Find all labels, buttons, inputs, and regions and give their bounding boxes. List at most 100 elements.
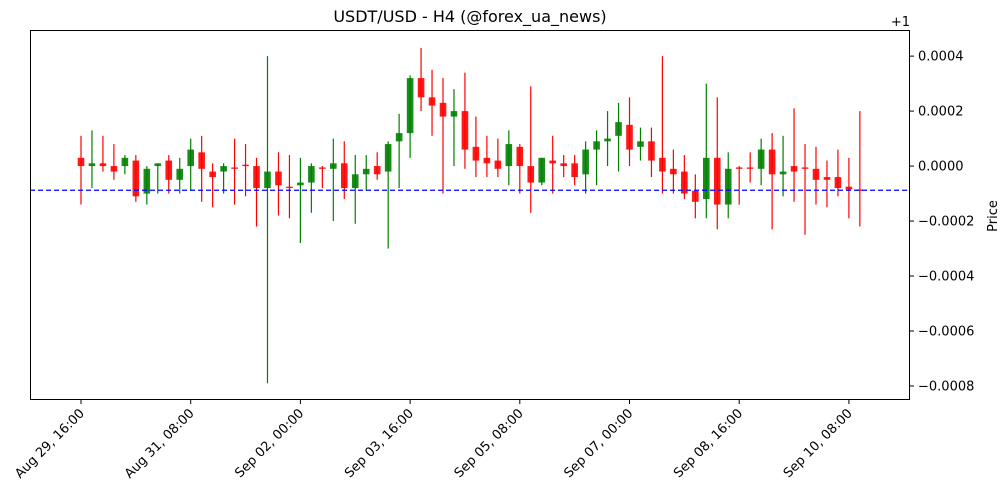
x-axis: Aug 29, 16:00 Aug 31, 08:00 Sep 02, 00:00 S… [12,400,856,482]
candle [779,135,787,197]
plot-frame [30,30,910,400]
candle [812,146,820,205]
candles [77,47,864,384]
candle-body [154,163,162,167]
candle [713,97,721,230]
candle [615,102,622,172]
candle-body [823,177,831,180]
candle-body [275,171,282,186]
candle-body [483,157,491,164]
candle [494,138,502,178]
candle-body [746,167,754,169]
candle-body [384,144,392,172]
candle [297,157,304,244]
candle [340,141,348,200]
candle [571,155,578,186]
candle [209,163,216,208]
candle-body [110,166,118,172]
candle [132,155,140,202]
candle [692,174,699,219]
x-tick-label: Sep 08, 16:00 [671,406,746,481]
candle-body [176,168,184,180]
candle-body [560,163,567,167]
candle [746,152,754,183]
candle-body [428,97,436,106]
candle-body [801,167,809,169]
candle-body [417,78,425,98]
candle [264,56,271,384]
candle-body [856,189,864,191]
candle-body [264,171,271,189]
candle [483,135,491,178]
candle-body [790,166,798,172]
candle-body [615,122,622,136]
candle-body [461,111,469,150]
x-tick-label: Sep 02, 00:00 [232,406,307,481]
y-offset-label: +1 [891,15,910,30]
candle [790,108,798,202]
candle [450,89,458,167]
candle-body [319,167,326,169]
candle-body [121,157,129,167]
candle-body [648,141,655,161]
candle-body [516,146,524,167]
candle [319,166,326,189]
candle [143,166,151,205]
candle [330,138,337,222]
candle [856,111,864,227]
candle [165,155,173,194]
y-tick-label: 0.0004 [918,50,964,65]
candle [637,127,644,161]
candle-body [472,146,480,161]
candle [735,166,743,205]
candle-body [253,166,260,189]
candle [99,135,107,172]
candle-body [395,133,403,142]
candle [593,130,600,186]
candle [724,152,732,219]
candle-body [604,138,611,142]
candle [417,47,425,112]
candle-body [330,163,337,169]
candle-body [659,157,666,172]
y-tick-label: −0.0002 [918,215,974,230]
candle-body [779,171,787,175]
candle [154,163,162,194]
candle [198,135,205,202]
candle-body [692,190,699,202]
candle-body [834,177,842,189]
y-tick-label: −0.0004 [918,270,974,285]
candle [505,130,513,186]
candle [77,135,85,205]
y-axis-label: Price [986,200,1000,232]
candle [286,155,293,219]
chart-title: USDT/USD - H4 (@forex_ua_news) [333,7,606,27]
candle [659,56,666,194]
candle [527,86,535,213]
candle [110,144,118,180]
candle [648,127,655,178]
candle-body [571,163,578,178]
candle-body [198,152,205,169]
candle-body [582,149,589,175]
candle [308,163,315,213]
y-tick-label: 0.0002 [918,105,964,120]
candle [702,83,710,219]
candle-body [77,157,85,167]
candle [176,157,184,194]
candle-body [702,157,710,200]
candle-body [505,144,513,167]
x-tick-label: Sep 07, 00:00 [561,406,636,481]
candle [187,138,194,191]
candle-body [351,174,359,189]
candle [582,141,589,194]
candle-body [99,163,107,167]
y-axis: −0.0008 −0.0006 −0.0004 −0.0002 0.0000 0.0002… [910,50,974,394]
candle-body [340,163,348,189]
y-tick-label: 0.0000 [918,160,964,175]
candle-body [593,141,600,150]
candle-body [681,171,688,194]
candle-body [450,111,458,117]
candle-body [439,102,447,117]
x-tick-label: Aug 31, 08:00 [122,406,198,482]
